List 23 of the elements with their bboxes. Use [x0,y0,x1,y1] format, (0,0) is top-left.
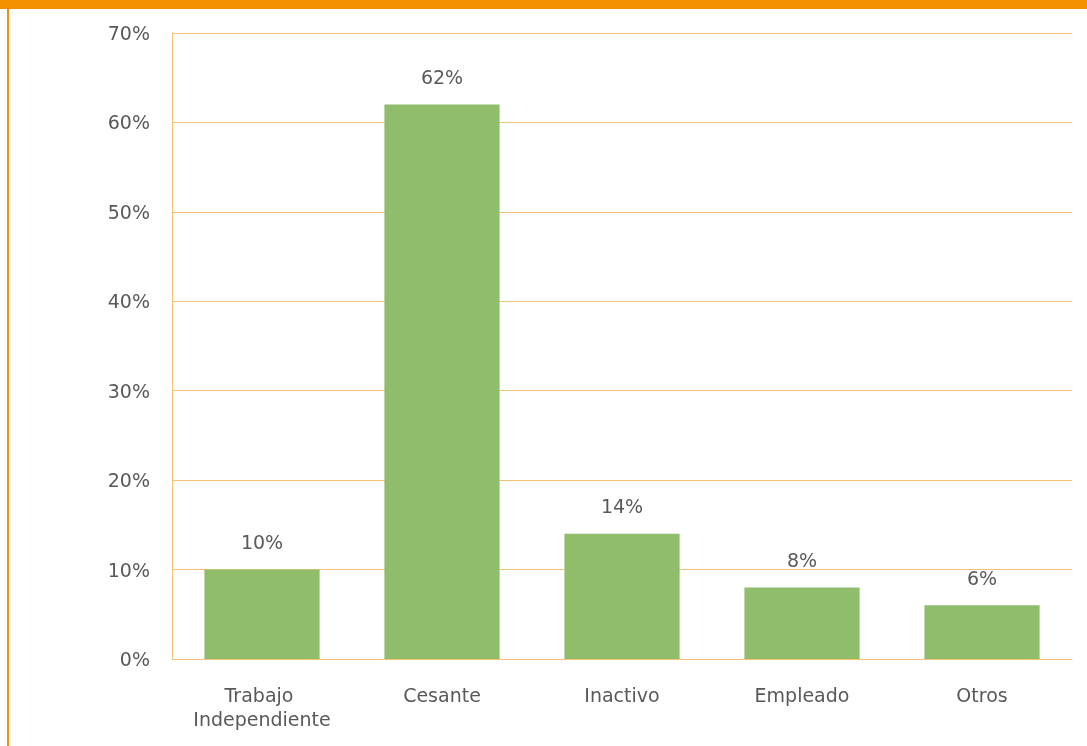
bar [204,569,320,659]
bar [384,104,500,659]
x-tick-label: Inactivo [584,684,660,706]
data-label: 10% [240,531,284,554]
bar [564,533,680,659]
bar [924,605,1040,659]
y-tick-label: 70% [107,22,150,44]
y-tick-label: 40% [107,290,150,313]
y-tick-label: 60% [107,111,150,134]
data-label: 6% [966,566,998,589]
data-label: 14% [600,495,644,518]
y-tick-label: 50% [107,200,150,223]
y-tick-label: 20% [107,469,150,492]
x-tick-label: Empleado [754,684,850,706]
x-tick-label: Cesante [403,684,481,706]
bar [744,587,860,659]
data-label: 8% [786,548,818,571]
x-tick-label: Trabajo Independiente [193,684,331,730]
data-label: 62% [420,66,464,89]
y-tick-label: 0% [119,648,150,670]
y-tick-label: 10% [107,558,150,581]
y-tick-label: 30% [107,379,150,402]
x-tick-label: Otros [956,684,1008,706]
